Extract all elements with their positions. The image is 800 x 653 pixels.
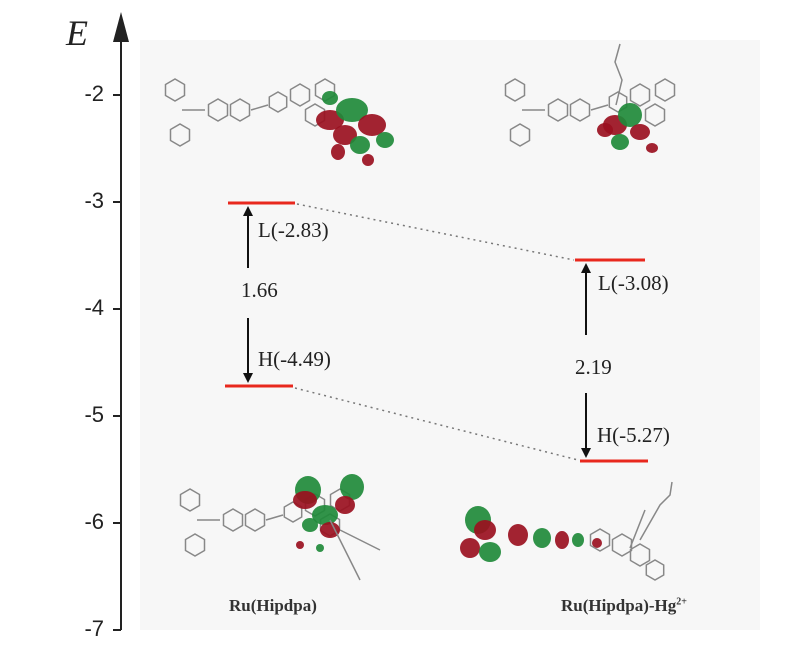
molecule-ring xyxy=(169,123,191,147)
molecule-ring xyxy=(509,123,531,147)
y-axis-arrow-icon xyxy=(113,12,129,42)
molecule-chain xyxy=(614,43,623,106)
arrow-head-up-icon xyxy=(581,263,591,273)
lumo-orbital-lobe xyxy=(316,110,344,130)
homo-orbital-lobe xyxy=(296,541,304,549)
lumo-orbital-lobe xyxy=(376,132,394,148)
connector-lumo xyxy=(296,203,575,261)
molecule-ring xyxy=(229,98,251,122)
molecule-ring xyxy=(304,103,326,127)
lumo-orbital-lobe xyxy=(358,114,386,136)
lumo-orbital-lobe xyxy=(331,144,345,160)
lumo-label-2: L(-3.08) xyxy=(598,271,669,295)
homo-orbital-lobe xyxy=(316,544,324,552)
lumo-orbital-lobe xyxy=(333,125,357,145)
homo-orbital-lobe xyxy=(312,505,338,525)
molecule-bond xyxy=(590,104,609,111)
homo-orbital-lobe xyxy=(335,496,355,514)
homo-label-2: H(-5.27) xyxy=(597,423,670,447)
molecule-bond xyxy=(250,104,269,111)
molecule-ring xyxy=(569,98,591,122)
homo-label-1: H(-4.49) xyxy=(258,347,331,371)
connector-homo xyxy=(294,387,579,461)
homo-orbital-lobe xyxy=(474,520,496,540)
gap-label-1: 1.66 xyxy=(241,278,278,302)
molecule-chain xyxy=(629,481,673,549)
homo-orbital-lobe xyxy=(572,533,584,547)
y-tick-label: -7 xyxy=(84,616,104,641)
y-tick-label: -6 xyxy=(84,509,104,534)
gap-label-2: 2.19 xyxy=(575,355,612,379)
y-tick-label: -2 xyxy=(84,81,104,106)
homo-orbital-lobe xyxy=(302,518,318,532)
lumo-orbital-lobe xyxy=(597,123,613,137)
y-tick-label: -5 xyxy=(84,402,104,427)
molecule-ring xyxy=(589,528,611,552)
molecule-ring xyxy=(608,91,628,113)
molecule-ring xyxy=(654,78,676,102)
arrow-head-down-icon xyxy=(581,448,591,458)
homo-orbital-lobe xyxy=(340,474,364,500)
molecule-ring xyxy=(268,91,288,113)
y-tick-label: -4 xyxy=(84,295,104,320)
molecule-ring xyxy=(645,559,665,581)
homo-orbital-lobe xyxy=(460,538,480,558)
molecule-ring xyxy=(244,508,266,532)
lumo-label-1: L(-2.83) xyxy=(258,218,329,242)
homo-orbital-lobe xyxy=(592,538,602,548)
compound-name-2-charge: 2+ xyxy=(676,596,687,608)
y-axis-label: E xyxy=(66,13,88,53)
molecule-ring xyxy=(222,508,244,532)
molecule-bond xyxy=(265,514,284,521)
homo-orbital-lobe xyxy=(508,524,528,546)
compound-name-1: Ru(Hipdpa) xyxy=(229,596,317,615)
lumo-orbital-lobe xyxy=(646,143,658,153)
homo-orbital-lobe xyxy=(293,491,317,509)
lumo-orbital-lobe xyxy=(362,154,374,166)
y-tick-label: -3 xyxy=(84,188,104,213)
lumo-orbital-lobe xyxy=(322,91,338,105)
homo-orbital-lobe xyxy=(479,542,501,562)
homo-orbital-lobe xyxy=(533,528,551,548)
molecule-ring xyxy=(184,533,206,557)
lumo-orbital-lobe xyxy=(630,124,650,140)
compound-name-2-text: Ru(Hipdpa)-Hg xyxy=(561,596,677,615)
molecule-ring xyxy=(629,543,651,567)
molecule-ring xyxy=(504,78,526,102)
molecule-ring xyxy=(207,98,229,122)
lumo-orbital-lobe xyxy=(336,98,368,122)
molecule-chain xyxy=(329,519,381,581)
arrow-head-down-icon xyxy=(243,373,253,383)
homo-orbital-lobe xyxy=(320,522,340,538)
homo-orbital-lobe xyxy=(555,531,569,549)
molecule-ring xyxy=(644,103,666,127)
lumo-orbital-lobe xyxy=(350,136,370,154)
arrow-head-up-icon xyxy=(243,206,253,216)
molecule-ring xyxy=(611,533,633,557)
lumo-orbital-lobe xyxy=(618,103,642,127)
molecule-ring xyxy=(179,488,201,512)
molecule-ring xyxy=(164,78,186,102)
lumo-orbital-lobe xyxy=(611,134,629,150)
molecule-ring xyxy=(289,83,311,107)
plot-background xyxy=(140,40,760,630)
molecule-ring xyxy=(547,98,569,122)
compound-name-2: Ru(Hipdpa)-Hg2+ xyxy=(561,596,687,616)
molecule-ring xyxy=(629,83,651,107)
